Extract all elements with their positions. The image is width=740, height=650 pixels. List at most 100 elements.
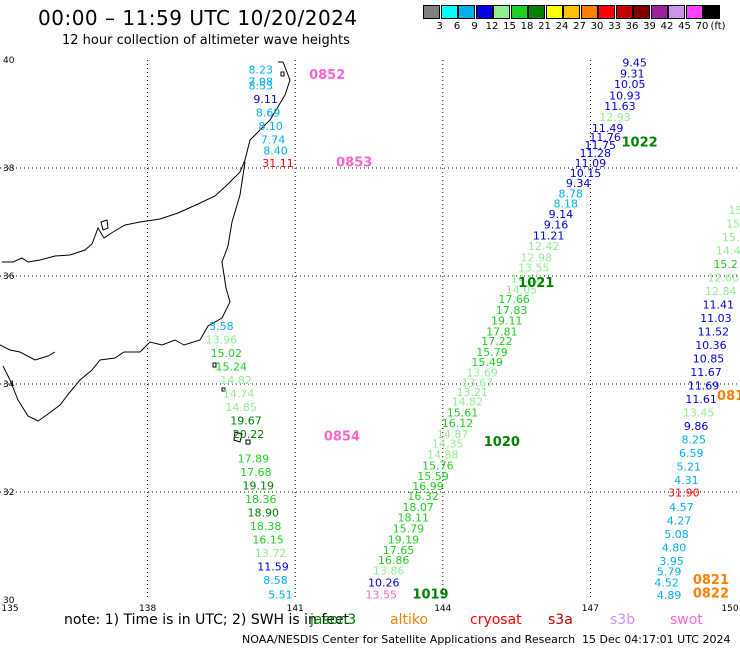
wave-height-value: 14.85 — [225, 401, 257, 414]
satellite-name: s3b — [610, 612, 636, 628]
wave-height-value: 16.15 — [252, 533, 284, 546]
wave-height-value: 16.32 — [407, 490, 439, 503]
pass-time-label: 0853 — [336, 155, 372, 170]
satellite-name: s3a — [548, 612, 573, 628]
izu-island-2 — [221, 387, 226, 392]
wave-height-value: 16.86 — [378, 554, 410, 567]
wave-height-value: 10.36 — [695, 339, 727, 352]
wave-height-value: 10.05 — [614, 78, 646, 91]
legend-swatch — [528, 5, 545, 19]
wave-height-value: 17.22 — [481, 335, 513, 348]
wave-height-value: 7.74 — [261, 134, 286, 147]
wave-height-value: 18.90 — [247, 506, 279, 519]
wave-height-value: 19.19 — [243, 479, 275, 492]
legend-label: 30 — [590, 21, 604, 32]
wave-height-value: 15.59 — [417, 470, 449, 483]
wave-height-value: 15. — [722, 231, 740, 244]
wave-height-value: 12.98 — [521, 251, 553, 264]
pass-time-label: 1019 — [412, 587, 448, 602]
legend-label: 42 — [660, 21, 674, 32]
wave-height-value: 9.14 — [549, 208, 574, 221]
legend-label: 15 — [503, 21, 516, 32]
wave-height-value: 10.93 — [609, 89, 641, 102]
wave-height-value: 31.11 — [262, 157, 294, 170]
wave-height-value: 4.89 — [657, 589, 682, 602]
wave-height-value: 15.02 — [211, 347, 243, 360]
wave-height-value: 4.31 — [674, 474, 699, 487]
footnote: note: 1) Time is in UTC; 2) SWH is in fe… — [64, 612, 350, 628]
latitude-label: 40 — [3, 56, 15, 66]
kanto-coast — [2, 161, 246, 422]
wave-height-value: 14.35 — [432, 438, 464, 451]
wave-height-value: 11.49 — [592, 122, 624, 135]
wave-height-value: 31.90 — [668, 486, 700, 499]
latitude-label: 32 — [3, 488, 14, 498]
wave-height-value: 17.83 — [496, 304, 528, 317]
wave-height-value: 15.76 — [422, 459, 454, 472]
wave-height-value: 13.96 — [206, 334, 238, 347]
wave-height-value: 13.55 — [366, 588, 398, 601]
wave-height-value: 4.27 — [667, 514, 692, 527]
wave-height-value: 13.69 — [466, 366, 498, 379]
pass-time-label: 081 — [717, 389, 740, 404]
legend-label: 6 — [453, 21, 461, 32]
wave-height-value: 8.25 — [681, 433, 706, 446]
legend-swatch — [668, 5, 685, 19]
legend-swatch — [685, 5, 703, 19]
wave-height-value: 17.81 — [486, 325, 518, 338]
wave-height-value: 9.86 — [684, 420, 709, 433]
wave-height-value: 18.11 — [398, 512, 430, 525]
wave-height-value: 8.40 — [263, 145, 288, 158]
wave-height-value: 18.07 — [402, 501, 434, 514]
wave-height-value: 9.34 — [566, 177, 591, 190]
wave-height-value: 19.67 — [230, 415, 262, 428]
legend-swatch — [633, 5, 650, 19]
wave-height-value: 19.19 — [388, 533, 420, 546]
pass-time-label: 0822 — [693, 586, 729, 601]
wave-height-value: 3.58 — [209, 320, 234, 333]
wave-height-value: 17.68 — [240, 466, 272, 479]
wave-height-value: 14.82 — [220, 374, 252, 387]
legend-swatch — [493, 5, 510, 19]
longitude-label: 147 — [582, 604, 599, 614]
wave-height-value: 13.67 — [461, 377, 493, 390]
wave-height-value: 6.59 — [679, 447, 704, 460]
longitude-label: 141 — [287, 604, 304, 614]
shikoku-coast — [0, 344, 56, 361]
legend-swatch — [458, 5, 475, 19]
legend-swatch — [580, 5, 598, 19]
map-title: 00:00 – 11:59 UTC 10/20/2024 — [38, 6, 358, 30]
wave-height-value: 11.21 — [533, 229, 565, 242]
pass-time-label: 0854 — [324, 430, 360, 445]
wave-height-value: 15.79 — [476, 346, 508, 359]
wave-height-value: 11.67 — [690, 366, 722, 379]
coastline — [0, 61, 291, 445]
satellite-name: swot — [670, 612, 703, 628]
wave-height-value: 14.82 — [452, 396, 484, 409]
wave-height-value: 15 — [726, 217, 740, 230]
legend-label: 18 — [520, 21, 534, 32]
timestamp: 15 Dec 04:17:01 UTC 2024 — [582, 633, 731, 646]
legend-swatch — [475, 5, 493, 19]
wave-height-value: 15.49 — [471, 356, 503, 369]
wave-height-value: 16.99 — [412, 480, 444, 493]
pass-time-label: 0852 — [309, 68, 345, 83]
satellite-name: cryosat — [470, 612, 522, 628]
satellite-name: jason3 — [310, 612, 357, 628]
legend-swatch — [423, 5, 440, 19]
legend-label: 36 — [625, 21, 639, 32]
wave-height-value: 14.87 — [437, 428, 469, 441]
legend-label: 9 — [471, 21, 478, 32]
wave-height-value: 12.60 — [707, 271, 739, 284]
izu-island-3 — [233, 431, 243, 443]
sado-island — [100, 219, 109, 231]
longitude-label: 150 — [721, 604, 738, 614]
legend-label: 39 — [643, 21, 656, 32]
wave-height-value: 10.85 — [693, 352, 725, 365]
legend-label: 45 — [678, 21, 691, 32]
wave-height-value: 8.18 — [554, 197, 579, 210]
wave-height-value: 8.53 — [249, 80, 274, 93]
wave-height-value: 11.28 — [580, 147, 612, 160]
legend-unit: (ft) — [710, 21, 726, 32]
wave-height-value: 13.21 — [457, 386, 489, 399]
